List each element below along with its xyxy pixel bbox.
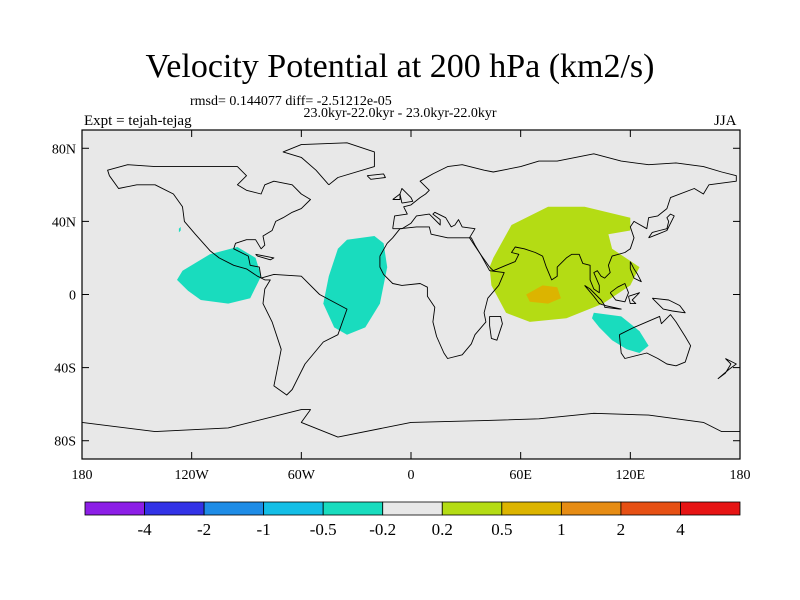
colorbar-swatch bbox=[322, 501, 384, 516]
colorbar: -4 -2 -1 -0.5 -0.2 0.2 0.5 1 2 4 bbox=[84, 501, 741, 539]
coastline-1 bbox=[392, 153, 737, 294]
colorbar-label: 0.5 bbox=[491, 520, 512, 539]
colorbar-label: 2 bbox=[617, 520, 626, 539]
colorbar-label: -4 bbox=[137, 520, 152, 539]
colorbar-swatch bbox=[144, 501, 205, 516]
colorbar-label: -0.2 bbox=[369, 520, 396, 539]
coastline-8 bbox=[628, 292, 640, 305]
axis-ticks: 80N 40N 0 40S 80S 180 120W 60W 0 60E 120E 180 bbox=[52, 130, 751, 483]
coastline-9 bbox=[651, 297, 686, 314]
lon-tick-label: 180 bbox=[730, 468, 751, 483]
colorbar-swatch bbox=[263, 501, 324, 516]
colorbar-label: -0.5 bbox=[310, 520, 337, 539]
colorbar-swatch bbox=[560, 501, 622, 516]
shaded-regions bbox=[177, 206, 649, 353]
lon-tick-label: 120W bbox=[175, 468, 210, 483]
coastline-6 bbox=[604, 305, 622, 310]
season-label: JJA bbox=[714, 113, 737, 129]
coastline-18 bbox=[82, 409, 740, 438]
colorbar-label: 0.2 bbox=[432, 520, 453, 539]
colorbar-swatch bbox=[680, 501, 741, 516]
lat-tick-label: 40S bbox=[54, 362, 76, 377]
colorbar-swatch bbox=[382, 501, 443, 516]
plot-title: Velocity Potential at 200 hPa (km2/s) bbox=[145, 48, 655, 85]
region-australia-negative bbox=[592, 312, 649, 353]
colorbar-swatch bbox=[501, 501, 562, 516]
lat-tick-label: 0 bbox=[69, 289, 76, 304]
coastlines bbox=[82, 142, 740, 438]
coastline-14 bbox=[392, 193, 401, 200]
experiment-label: Expt = tejah-tejag bbox=[84, 113, 192, 129]
lon-tick-label: 60W bbox=[288, 468, 316, 483]
coastline-16 bbox=[282, 142, 375, 186]
lon-tick-label: 180 bbox=[72, 468, 93, 483]
rmsd-diff-text: rmsd= 0.144077 diff= -2.51212e-05 bbox=[190, 94, 392, 109]
region-arabian-sea-positive bbox=[526, 285, 561, 304]
colorbar-swatch bbox=[84, 501, 145, 516]
coastline-15 bbox=[366, 173, 386, 180]
lon-tick-label: 0 bbox=[408, 468, 415, 483]
coastline-3 bbox=[489, 315, 503, 341]
lon-tick-label: 60E bbox=[509, 468, 532, 483]
lat-tick-label: 80S bbox=[54, 435, 76, 450]
lon-tick-label: 120E bbox=[616, 468, 646, 483]
region-pacific-islet-negative bbox=[178, 226, 181, 233]
region-asia-indian-ocean-positive bbox=[489, 206, 640, 322]
colorbar-swatch bbox=[620, 501, 681, 516]
map-background bbox=[82, 130, 740, 459]
coastline-12 bbox=[717, 358, 737, 380]
coastline-2 bbox=[379, 226, 505, 359]
lat-tick-label: 80N bbox=[52, 142, 76, 157]
coastline-7 bbox=[609, 283, 629, 303]
colorbar-label: 1 bbox=[557, 520, 566, 539]
colorbar-swatch bbox=[203, 501, 265, 516]
lat-tick-label: 40N bbox=[52, 215, 76, 230]
coastline-4 bbox=[618, 314, 692, 367]
period-text: 23.0kyr-22.0kyr - 23.0kyr-22.0kyr bbox=[303, 106, 497, 121]
coastline-11 bbox=[648, 213, 675, 239]
coastline-0 bbox=[107, 164, 348, 396]
colorbar-label: 4 bbox=[676, 520, 685, 539]
region-central-east-pacific-negative bbox=[177, 247, 262, 304]
region-atlantic-negative bbox=[323, 236, 388, 335]
colorbar-label: -2 bbox=[197, 520, 211, 539]
coastline-10 bbox=[629, 261, 642, 283]
colorbar-label: -1 bbox=[257, 520, 271, 539]
coastline-17 bbox=[255, 253, 275, 261]
colorbar-swatch bbox=[441, 501, 503, 516]
